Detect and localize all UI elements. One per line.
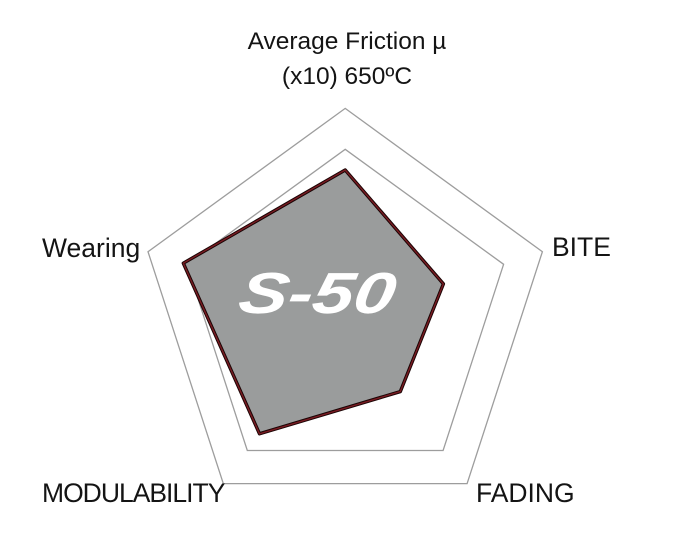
svg-text:Average Friction µ: Average Friction µ: [248, 28, 447, 55]
svg-text:S-50: S-50: [234, 262, 401, 326]
svg-text:MODULABILITY: MODULABILITY: [42, 478, 226, 508]
svg-text:(x10) 650ºC: (x10) 650ºC: [282, 63, 412, 90]
svg-text:Wearing: Wearing: [42, 233, 140, 263]
svg-text:BITE: BITE: [552, 232, 611, 262]
svg-text:FADING: FADING: [476, 478, 575, 508]
